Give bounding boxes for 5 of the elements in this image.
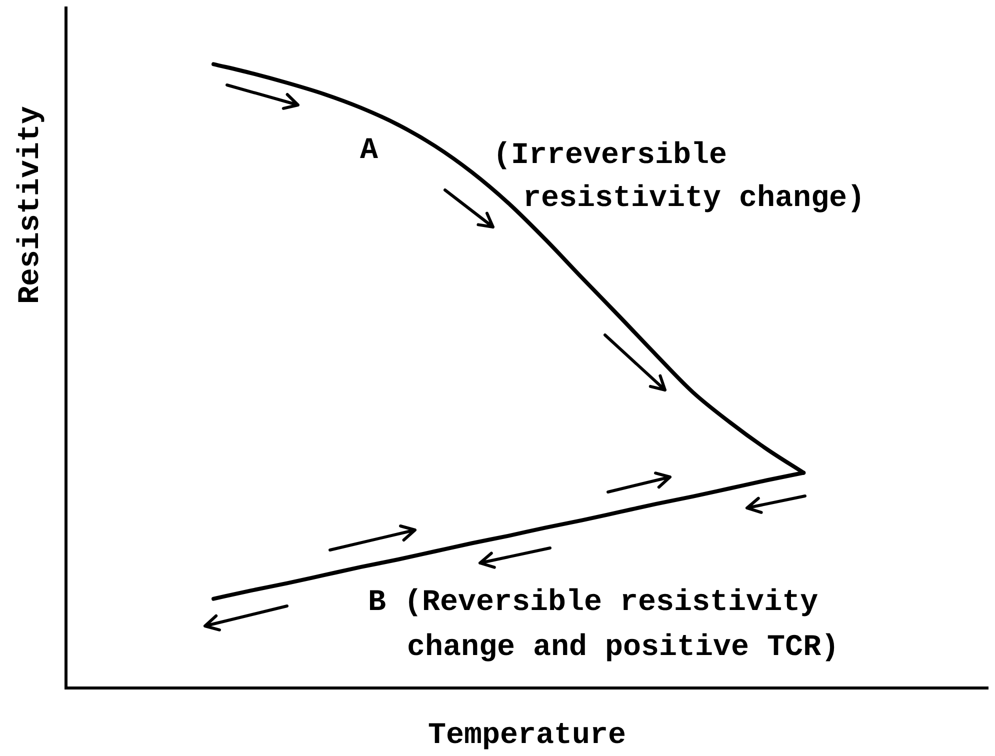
y-axis-title: Resistivity [14,106,48,304]
x-axis-title: Temperature [428,719,626,753]
annotation: B (Reversible resistivity change and positive TCR) [368,586,840,665]
annotation: (Irreversible resistivity change) [493,139,866,216]
annotation: A [360,134,378,168]
